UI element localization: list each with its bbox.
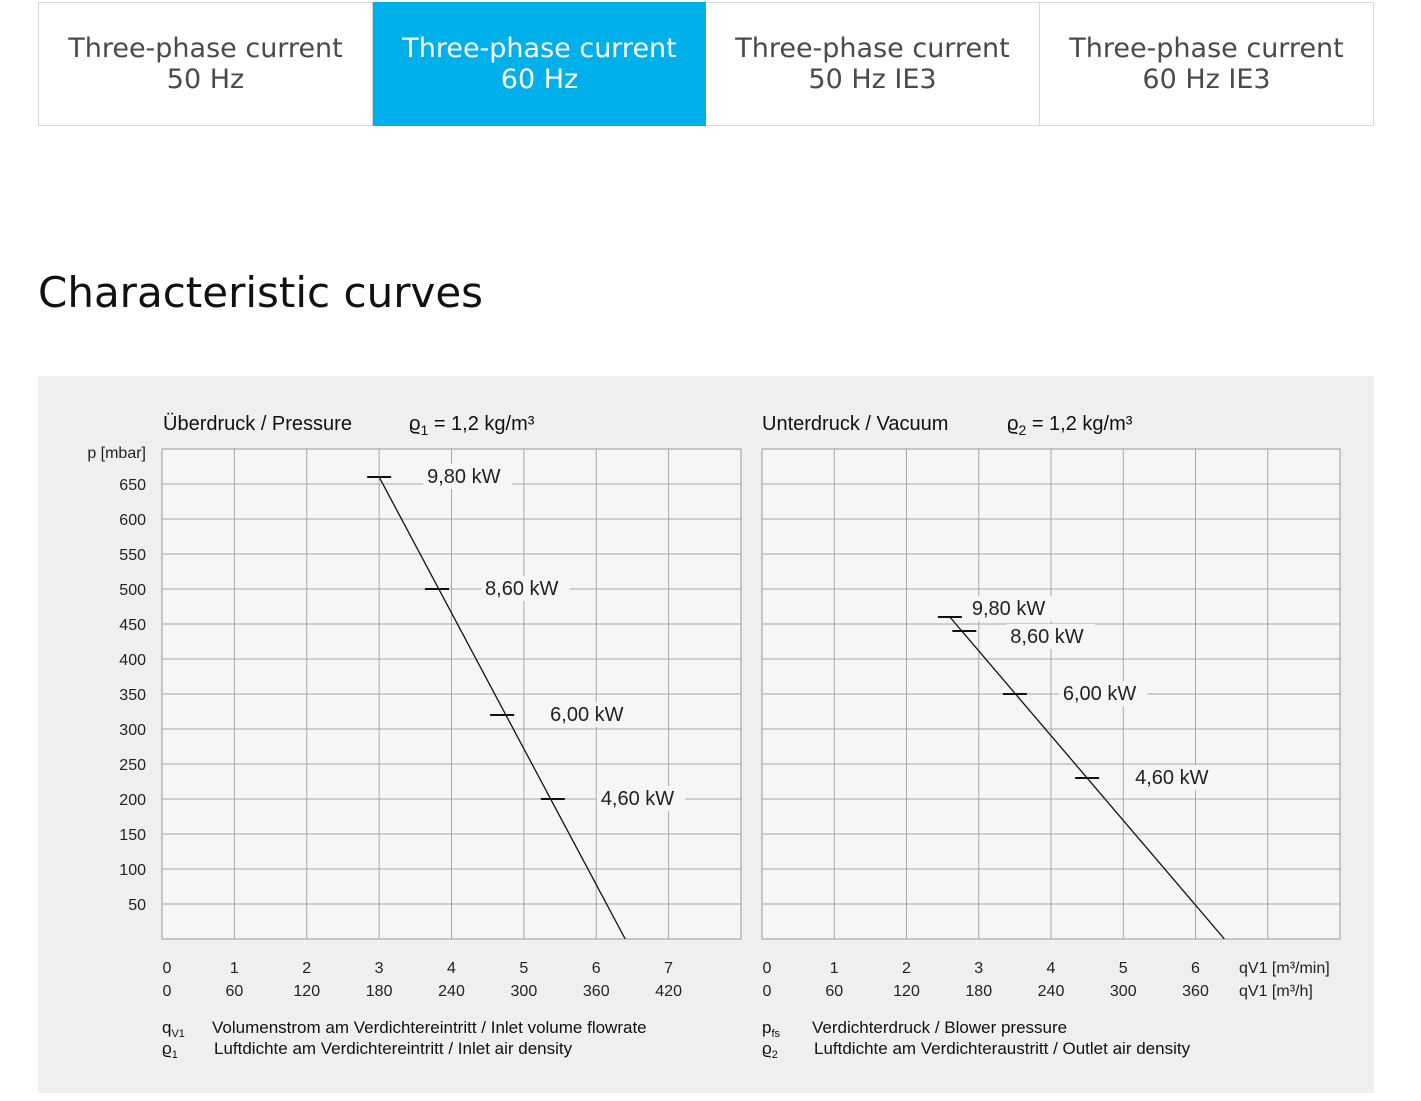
legend-text: Luftdichte am Verdichteraustritt / Outle… <box>814 1039 1191 1058</box>
chart-title: Unterdruck / Vacuum <box>762 413 948 435</box>
power-label-bg <box>1131 765 1220 790</box>
x-tick-label-h: 300 <box>511 983 538 1000</box>
x-tick-label-min: 1 <box>830 960 839 977</box>
power-label: 6,00 kW <box>1063 683 1136 705</box>
x-tick-label-min: 5 <box>519 960 528 977</box>
x-tick-label-h: 0 <box>163 983 172 1000</box>
tab-50hz[interactable]: Three-phase current 50 Hz <box>39 3 373 125</box>
legend-symbol: ϱ2 <box>762 1039 778 1061</box>
y-tick-label: 200 <box>119 792 146 809</box>
frequency-tabs: Three-phase current 50 Hz Three-phase cu… <box>38 2 1374 126</box>
power-label: 6,00 kW <box>550 704 623 726</box>
x-tick-label-min: 1 <box>230 960 239 977</box>
density-label: ϱ2 = 1,2 kg/m³ <box>1007 413 1133 438</box>
legend-text: Volumenstrom am Verdichtereintritt / Inl… <box>212 1018 647 1037</box>
section-title: Characteristic curves <box>38 268 484 317</box>
x-tick-label-h: 180 <box>965 983 992 1000</box>
x-unit-h: qV1 [m³/h] <box>1239 983 1313 1000</box>
x-tick-label-min: 3 <box>974 960 983 977</box>
x-tick-label-h: 420 <box>655 983 682 1000</box>
y-tick-label: 650 <box>119 477 146 494</box>
power-label: 8,60 kW <box>485 578 558 600</box>
tab-sublabel: 60 Hz IE3 <box>1142 64 1271 95</box>
y-tick-label: 500 <box>119 582 146 599</box>
power-label-bg <box>546 702 635 727</box>
x-tick-label-min: 6 <box>1191 960 1200 977</box>
legend-text: Luftdichte am Verdichtereintritt / Inlet… <box>214 1039 573 1058</box>
power-label: 4,60 kW <box>601 788 674 810</box>
y-tick-label: 550 <box>119 547 146 564</box>
x-tick-label-h: 240 <box>1038 983 1065 1000</box>
legend-symbol: ϱ1 <box>162 1039 178 1061</box>
x-tick-label-h: 300 <box>1110 983 1137 1000</box>
x-tick-label-min: 7 <box>664 960 673 977</box>
power-label-bg <box>481 576 570 601</box>
x-tick-label-h: 60 <box>225 983 243 1000</box>
x-tick-label-h: 180 <box>366 983 393 1000</box>
x-tick-label-min: 0 <box>163 960 172 977</box>
y-tick-label: 450 <box>119 617 146 634</box>
y-tick-label: 100 <box>119 862 146 879</box>
x-unit-min: qV1 [m³/min] <box>1239 960 1330 977</box>
tab-60hz-ie3[interactable]: Three-phase current 60 Hz IE3 <box>1040 3 1373 125</box>
x-tick-label-h: 120 <box>293 983 320 1000</box>
legend-text: Verdichterdruck / Blower pressure <box>812 1018 1067 1037</box>
x-tick-label-min: 4 <box>447 960 456 977</box>
y-axis-label: p [mbar] <box>87 445 146 462</box>
x-tick-label-h: 360 <box>1182 983 1209 1000</box>
x-tick-label-h: 60 <box>825 983 843 1000</box>
x-tick-label-min: 4 <box>1047 960 1056 977</box>
x-tick-label-min: 5 <box>1119 960 1128 977</box>
legend-symbol: qV1 <box>162 1018 185 1040</box>
characteristic-line <box>378 476 626 940</box>
legend-symbol: pfs <box>762 1018 781 1040</box>
tab-50hz-ie3[interactable]: Three-phase current 50 Hz IE3 <box>706 3 1040 125</box>
tab-sublabel: 50 Hz <box>166 64 245 95</box>
x-tick-label-min: 2 <box>302 960 311 977</box>
tab-sublabel: 50 Hz IE3 <box>808 64 937 95</box>
x-tick-label-min: 6 <box>592 960 601 977</box>
density-label: ϱ1 = 1,2 kg/m³ <box>409 413 535 438</box>
chart-title: Überdruck / Pressure <box>163 413 352 435</box>
tab-label: Three-phase current <box>68 33 343 64</box>
tab-60hz[interactable]: Three-phase current 60 Hz <box>373 2 706 126</box>
characteristic-curves-chart: Überdruck / Pressure ϱ1 = 1,2 kg/m³ p [mba… <box>87 413 1341 1061</box>
power-label-bg <box>1006 624 1095 649</box>
x-tick-label-h: 360 <box>583 983 610 1000</box>
y-tick-label: 400 <box>119 652 146 669</box>
power-label-bg <box>967 596 1057 621</box>
y-tick-label: 150 <box>119 827 146 844</box>
tab-label: Three-phase current <box>735 33 1010 64</box>
power-label: 9,80 kW <box>972 598 1045 620</box>
tab-label: Three-phase current <box>1069 33 1344 64</box>
x-tick-label-h: 120 <box>893 983 920 1000</box>
power-label-bg <box>596 786 686 811</box>
y-tick-label: 350 <box>119 687 146 704</box>
x-tick-label-min: 0 <box>763 960 772 977</box>
power-label-bg <box>1058 681 1148 706</box>
y-tick-label: 300 <box>119 722 146 739</box>
chart-panel: Überdruck / Pressure ϱ1 = 1,2 kg/m³ p [mba… <box>38 376 1374 1093</box>
power-label-bg <box>423 464 512 489</box>
x-tick-label-min: 2 <box>902 960 911 977</box>
y-tick-label: 50 <box>128 897 146 914</box>
x-tick-label-h: 240 <box>438 983 465 1000</box>
tab-sublabel: 60 Hz <box>500 64 579 95</box>
power-label: 8,60 kW <box>1010 626 1083 648</box>
y-tick-label: 600 <box>119 512 146 529</box>
power-label: 9,80 kW <box>427 466 500 488</box>
y-tick-label: 250 <box>119 757 146 774</box>
x-tick-label-h: 0 <box>763 983 772 1000</box>
x-tick-label-min: 3 <box>375 960 384 977</box>
power-label: 4,60 kW <box>1135 767 1208 789</box>
tab-label: Three-phase current <box>402 33 677 64</box>
